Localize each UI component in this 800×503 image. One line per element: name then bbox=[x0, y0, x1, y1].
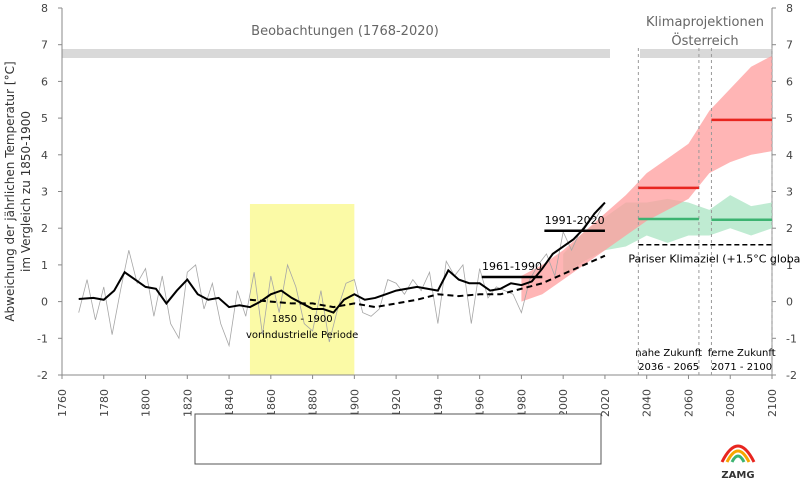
x-tick-label: 1840 bbox=[223, 389, 236, 417]
y2-tick-label: -2 bbox=[786, 369, 797, 382]
y2-tick-label: 6 bbox=[786, 75, 793, 88]
y2-tick-label: 8 bbox=[786, 2, 793, 15]
x-tick-label: 2060 bbox=[682, 389, 695, 417]
y-tick-label: 4 bbox=[41, 149, 48, 162]
y-tick-label: 3 bbox=[41, 186, 48, 199]
x-tick-label: 2020 bbox=[599, 389, 612, 417]
y-tick-label: 2 bbox=[41, 222, 48, 235]
y-tick-label: 8 bbox=[41, 2, 48, 15]
reference-label: 1850 - 1900 bbox=[272, 314, 333, 325]
y-tick-label: 0 bbox=[41, 296, 48, 309]
x-tick-label: 1780 bbox=[98, 389, 111, 417]
y2-tick-label: 2 bbox=[786, 222, 793, 235]
y-axis-label: im Vergleich zu 1850-1900 bbox=[19, 111, 33, 272]
y2-tick-label: -1 bbox=[786, 332, 797, 345]
future-label: ferne Zukunft bbox=[708, 348, 776, 359]
future-label: 2036 - 2065 bbox=[638, 362, 699, 373]
x-tick-label: 2080 bbox=[724, 389, 737, 417]
y2-tick-label: 3 bbox=[786, 186, 793, 199]
annual-line bbox=[78, 202, 606, 348]
x-tick-label: 1800 bbox=[140, 389, 153, 417]
paris-label: Pariser Klimaziel (+1.5°C global) bbox=[628, 253, 800, 266]
header-bar bbox=[62, 49, 610, 58]
header: Österreich bbox=[671, 32, 738, 49]
future-label: nahe Zukunft bbox=[635, 348, 702, 359]
reference-period bbox=[249, 204, 355, 375]
x-tick-label: 1940 bbox=[432, 389, 445, 417]
y2-tick-label: 4 bbox=[786, 149, 793, 162]
y2-tick-label: 5 bbox=[786, 112, 793, 125]
y-tick-label: 6 bbox=[41, 75, 48, 88]
y2-tick-label: 0 bbox=[786, 296, 793, 309]
y-tick-label: -2 bbox=[37, 369, 48, 382]
climate-mean-label: 1991-2020 bbox=[545, 214, 605, 227]
x-tick-label: 1960 bbox=[474, 389, 487, 417]
x-tick-label: 1880 bbox=[307, 389, 320, 417]
y-tick-label: 1 bbox=[41, 259, 48, 272]
y2-tick-label: 7 bbox=[786, 39, 793, 52]
series-line bbox=[249, 254, 606, 309]
legend-box bbox=[194, 413, 602, 465]
band bbox=[521, 55, 772, 302]
x-tick-label: 1820 bbox=[181, 389, 194, 417]
future-label: 2071 - 2100 bbox=[711, 362, 772, 373]
x-tick-label: 2040 bbox=[641, 389, 654, 417]
header: Beobachtungen (1768-2020) bbox=[251, 24, 439, 39]
x-tick-label: 2100 bbox=[766, 389, 779, 417]
series-line bbox=[78, 201, 606, 314]
logo-arc bbox=[720, 444, 756, 463]
reference-label: vorindustrielle Periode bbox=[246, 330, 358, 341]
x-tick-label: 1920 bbox=[390, 389, 403, 417]
x-tick-label: 1860 bbox=[265, 389, 278, 417]
header: Klimaprojektionen bbox=[646, 15, 764, 30]
x-tick-label: 1980 bbox=[515, 389, 528, 417]
logo-arc bbox=[730, 454, 746, 463]
x-tick-label: 2000 bbox=[557, 389, 570, 417]
y2-tick-label: 1 bbox=[786, 259, 793, 272]
logo: ZAMG bbox=[720, 444, 756, 481]
logo-arc bbox=[725, 449, 751, 463]
climate-mean-label: 1961-1990 bbox=[482, 260, 542, 273]
y-tick-label: -1 bbox=[37, 332, 48, 345]
y-axis-label: Abweichung der jährlichen Temperatur [°C… bbox=[3, 61, 17, 321]
x-tick-label: 1760 bbox=[56, 389, 69, 417]
header-bar bbox=[640, 49, 772, 58]
y-tick-label: 5 bbox=[41, 112, 48, 125]
x-tick-label: 1900 bbox=[348, 389, 361, 417]
logo-text: ZAMG bbox=[721, 470, 754, 481]
y-tick-label: 7 bbox=[41, 39, 48, 52]
